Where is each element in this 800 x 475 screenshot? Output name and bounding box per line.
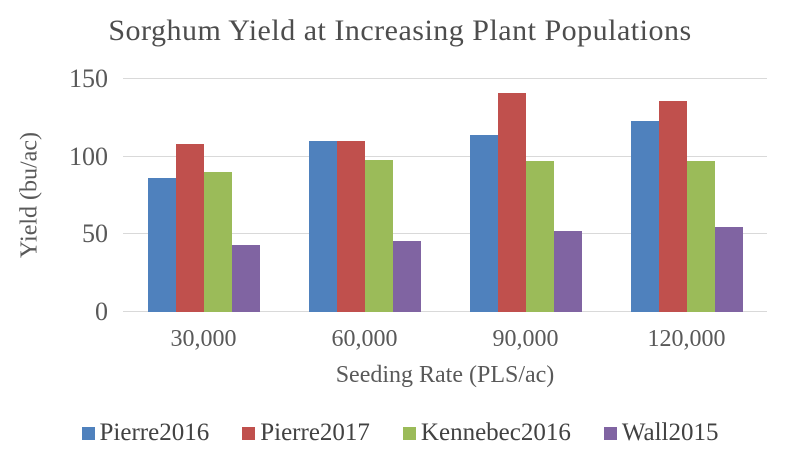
- bar-group-90-000: [445, 79, 606, 312]
- bar-pierre2016-30-000: [147, 178, 176, 312]
- x-tick-label-90-000: 90,000: [492, 326, 559, 352]
- bar-pierre2016-120-000: [630, 120, 659, 312]
- legend-item-kennebec2016: Kennebec2016: [402, 419, 571, 446]
- bar-wall2015-120-000: [714, 226, 743, 312]
- legend-swatch-icon: [402, 427, 416, 440]
- y-tick-label-0: 0: [95, 297, 108, 326]
- y-tick-label-100: 100: [69, 142, 108, 171]
- gridline-50: [123, 233, 767, 234]
- y-axis-tick-labels: 0 50 100 150: [0, 66, 108, 325]
- bar-pierre2016-60-000: [308, 141, 337, 312]
- x-axis-title: Seeding Rate (PLS/ac): [335, 362, 555, 388]
- gridline-100: [123, 156, 767, 157]
- legend-swatch-icon: [603, 427, 617, 440]
- gridline-150: [123, 78, 767, 79]
- bar-wall2015-60-000: [392, 240, 421, 312]
- bar-group-120-000: [606, 79, 767, 312]
- bar-kennebec2016-120-000: [686, 161, 715, 312]
- plot-area: [123, 78, 767, 312]
- bar-kennebec2016-60-000: [364, 159, 393, 312]
- bar-wall2015-90-000: [553, 231, 582, 312]
- chart-title: Sorghum Yield at Increasing Plant Popula…: [108, 14, 692, 47]
- bar-group-30-000: [123, 79, 284, 312]
- bar-pierre2017-120-000: [658, 100, 687, 312]
- bar-pierre2017-30-000: [175, 144, 204, 312]
- legend-label: Kennebec2016: [420, 419, 571, 446]
- legend: Pierre2016 Pierre2017 Kennebec2016 Wall2015: [0, 420, 800, 445]
- y-tick-label-150: 150: [69, 64, 108, 93]
- bar-kennebec2016-90-000: [525, 161, 554, 312]
- gridline-0: [123, 311, 767, 312]
- legend-label: Wall2015: [621, 419, 719, 446]
- legend-swatch-icon: [242, 427, 256, 440]
- bar-wall2015-30-000: [231, 245, 260, 312]
- legend-swatch-icon: [81, 427, 95, 440]
- x-tick-label-30-000: 30,000: [170, 326, 237, 352]
- x-axis-tick-labels: 30,000 60,000 90,000 120,000: [123, 326, 767, 353]
- bar-pierre2017-60-000: [336, 141, 365, 312]
- legend-label: Pierre2016: [99, 419, 210, 446]
- legend-item-wall2015: Wall2015: [603, 419, 719, 446]
- y-tick-label-50: 50: [82, 219, 108, 248]
- bar-pierre2017-90-000: [497, 93, 526, 312]
- bar-groups: [123, 79, 767, 312]
- legend-item-pierre2017: Pierre2017: [242, 420, 370, 445]
- legend-label: Pierre2017: [260, 419, 370, 446]
- x-tick-label-60-000: 60,000: [331, 326, 398, 352]
- bar-group-60-000: [284, 79, 445, 312]
- bar-pierre2016-90-000: [469, 134, 498, 312]
- bar-kennebec2016-30-000: [203, 172, 232, 312]
- x-tick-label-120-000: 120,000: [647, 326, 726, 352]
- legend-item-pierre2016: Pierre2016: [81, 419, 210, 446]
